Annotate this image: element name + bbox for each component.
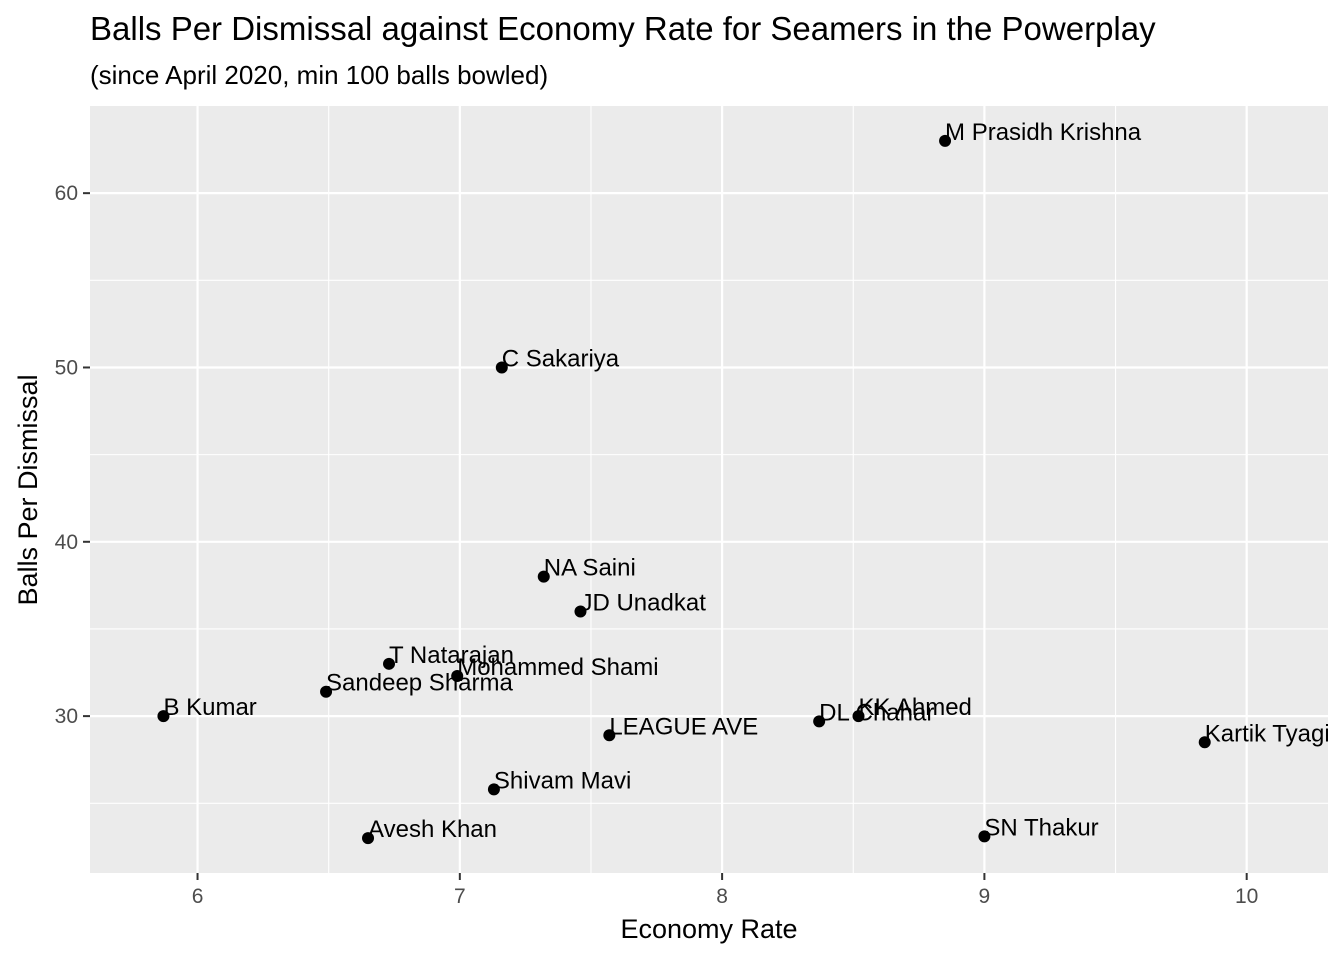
point-label: B Kumar [163, 694, 256, 721]
scatter-point [852, 710, 865, 723]
x-tick-label: 8 [716, 885, 728, 908]
scatter-point [813, 715, 826, 728]
x-tick-label: 7 [454, 885, 466, 908]
minor-gridlines [90, 106, 1328, 873]
chart-title: Balls Per Dismissal against Economy Rate… [90, 10, 1156, 47]
y-axis-title: Balls Per Dismissal [13, 374, 43, 605]
major-gridlines [90, 106, 1328, 873]
scatter-point [157, 710, 170, 723]
scatter-point [978, 830, 991, 843]
point-label: SN Thakur [984, 814, 1098, 841]
x-tick-label: 10 [1235, 885, 1258, 908]
y-tick-label: 40 [55, 531, 78, 554]
plot-panel [90, 106, 1328, 873]
scatter-point [574, 605, 587, 618]
x-axis: 6 7 8 9 10 [192, 873, 1258, 908]
scatter-point [362, 832, 375, 845]
point-label: Shivam Mavi [494, 767, 631, 794]
point-label: C Sakariya [502, 345, 620, 372]
scatter-point [939, 134, 952, 147]
y-tick-label: 50 [55, 356, 78, 379]
chart-subtitle: (since April 2020, min 100 balls bowled) [90, 60, 549, 90]
point-label: NA Saini [544, 555, 636, 582]
point-label: JD Unadkat [580, 590, 706, 617]
point-label: KK Ahmed [859, 694, 972, 721]
scatter-point [495, 361, 508, 374]
x-tick-label: 9 [979, 885, 991, 908]
scatter-point [320, 685, 333, 698]
scatter-point [383, 657, 396, 670]
point-label: DL Chahar [819, 699, 934, 726]
y-tick-label: 30 [55, 705, 78, 728]
point-label: Sandeep Sharma [326, 670, 513, 697]
scatter-point [1198, 736, 1211, 749]
data-points [157, 134, 1211, 845]
scatter-point [603, 729, 616, 742]
point-label: LEAGUE AVE [609, 713, 758, 740]
scatter-point [487, 783, 500, 796]
y-tick-label: 60 [55, 182, 78, 205]
y-axis: 30 40 50 60 [55, 182, 90, 728]
point-label: M Prasidh Krishna [945, 119, 1142, 146]
scatter-point [451, 670, 464, 683]
point-label: Kartik Tyagi [1205, 720, 1330, 747]
point-label: T Natarajan [389, 642, 514, 669]
point-label: Avesh Khan [368, 816, 497, 843]
scatter-point [537, 570, 550, 583]
point-labels: M Prasidh Krishna C Sakariya NA Saini JD Un… [163, 119, 1330, 843]
x-axis-title: Economy Rate [620, 914, 797, 944]
x-tick-label: 6 [192, 885, 204, 908]
point-label: Mohammed Shami [457, 654, 658, 681]
